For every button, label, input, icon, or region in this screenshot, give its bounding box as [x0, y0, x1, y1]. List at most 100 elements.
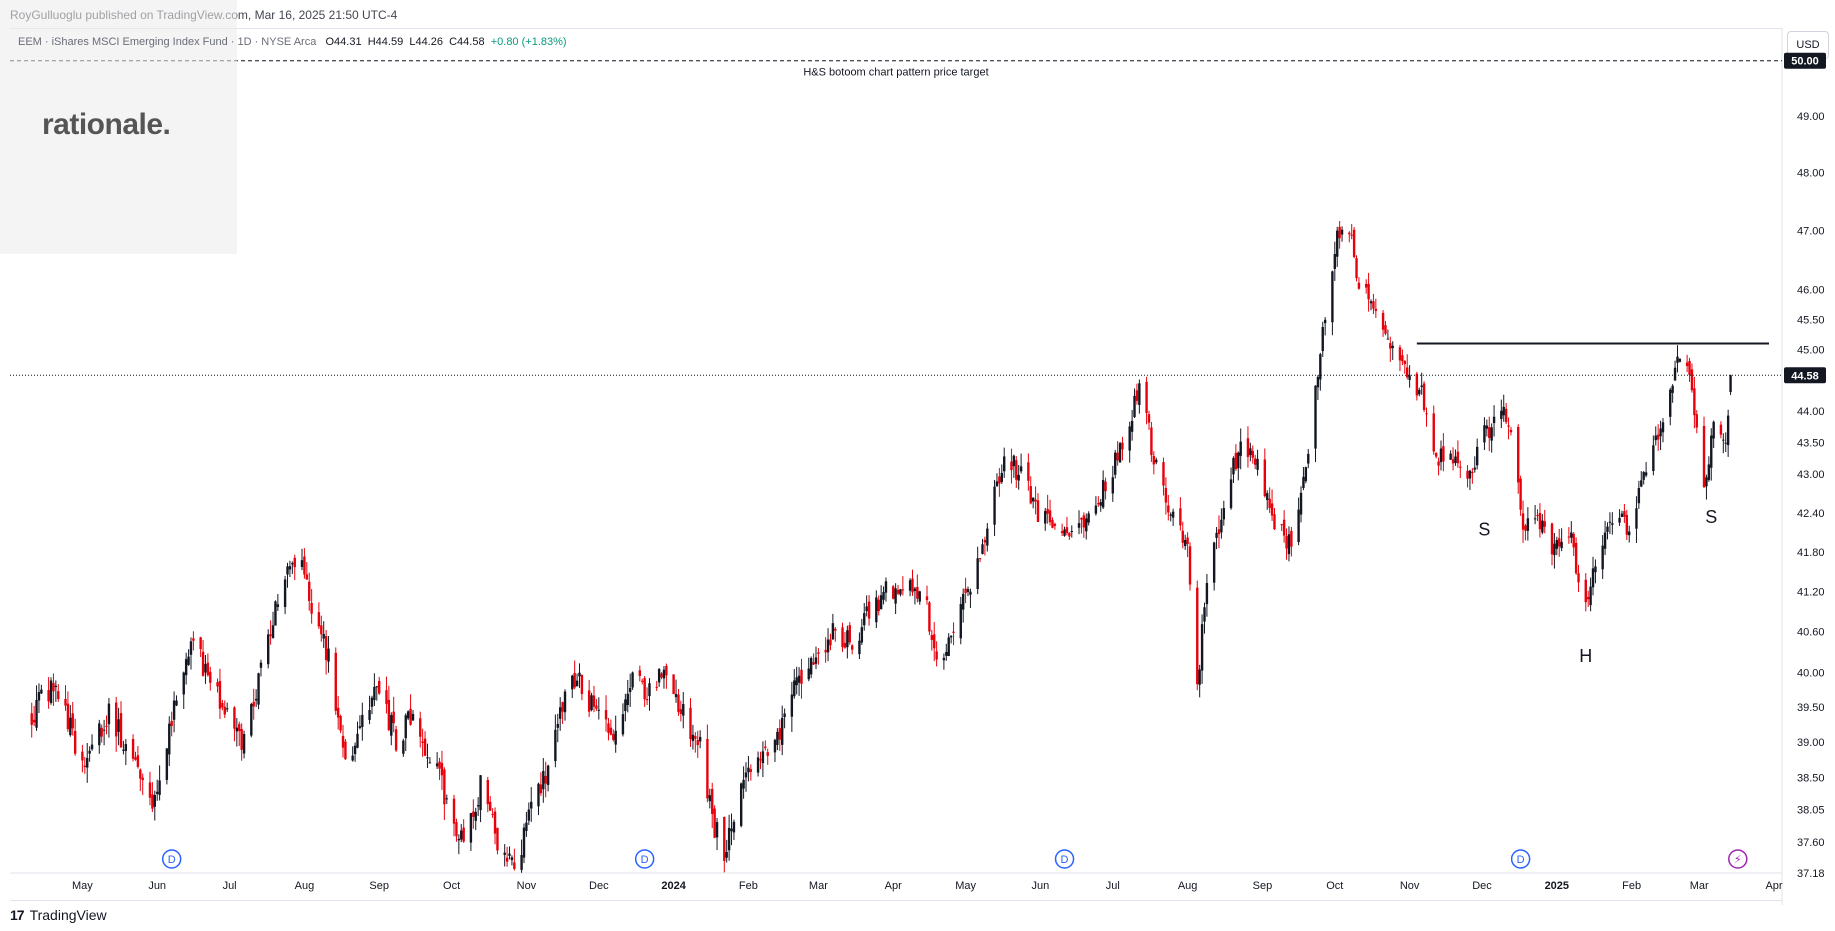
candle-body — [30, 713, 33, 725]
time-axis-tick: Sep — [1253, 880, 1273, 892]
candle-body — [259, 662, 263, 668]
candle-body — [831, 623, 835, 640]
candle-body — [959, 604, 962, 639]
candle-body — [81, 751, 84, 761]
candle-body — [503, 852, 506, 855]
candle-body — [631, 672, 634, 688]
candle-body — [69, 717, 72, 736]
candle-body — [641, 680, 644, 682]
candle-body — [1299, 492, 1303, 515]
candle-body — [334, 652, 337, 711]
candle-body — [797, 675, 801, 683]
candle-body — [1391, 345, 1394, 349]
candle-body — [942, 657, 946, 661]
candle-body — [1183, 539, 1187, 547]
chart-pane[interactable] — [10, 28, 1782, 901]
candle-body — [665, 665, 668, 676]
price-axis-tick: 49.00 — [1797, 111, 1825, 123]
candle-body — [691, 734, 695, 741]
candle-body — [1203, 607, 1206, 622]
time-axis-tick: Mar — [1690, 880, 1709, 892]
candle-body — [71, 713, 74, 729]
candle-body — [1338, 226, 1341, 239]
candle-body — [829, 639, 832, 646]
price-axis-tick: 48.00 — [1797, 168, 1825, 180]
candle-body — [472, 811, 475, 817]
candle-body — [1063, 529, 1066, 536]
candle-body — [850, 645, 854, 650]
candle-body — [626, 693, 629, 706]
candle-body — [419, 718, 422, 737]
candle-body — [679, 709, 683, 714]
candle-body — [1500, 410, 1503, 419]
candle-body — [390, 715, 393, 736]
candle-body — [1606, 526, 1609, 532]
candle-body — [1685, 362, 1689, 366]
candle-body — [604, 710, 608, 720]
price-axis-tick: 40.60 — [1797, 627, 1825, 639]
candle-body — [764, 746, 767, 749]
candle-body — [694, 736, 697, 739]
candle-body — [609, 727, 613, 735]
candle-body — [1456, 451, 1460, 464]
candle-body — [308, 581, 311, 602]
candle-body — [817, 652, 820, 654]
candle-body — [1017, 474, 1020, 481]
candle-body — [1483, 425, 1486, 443]
candle-body — [742, 779, 745, 789]
candle-body — [614, 730, 617, 745]
candle-body — [242, 734, 246, 754]
candle-body — [66, 703, 70, 730]
candle-body — [339, 716, 342, 731]
candle-body — [597, 709, 601, 711]
candle-body — [1572, 533, 1575, 548]
tradingview-footer[interactable]: 17 TradingView — [10, 907, 107, 923]
price-axis-tick: 41.20 — [1797, 586, 1825, 598]
candle-body — [49, 680, 53, 703]
symbol-legend[interactable]: EEM · iShares MSCI Emerging Index Fund ·… — [18, 36, 567, 48]
candle-body — [1323, 319, 1327, 324]
candle-body — [571, 675, 574, 690]
candle-body — [1442, 446, 1445, 462]
candle-body — [327, 648, 330, 662]
candle-body — [305, 574, 309, 580]
candle-body — [1150, 427, 1153, 456]
candle-body — [1603, 532, 1607, 549]
candle-body — [1381, 312, 1385, 330]
candle-body — [1099, 502, 1102, 506]
candle-body — [1215, 532, 1218, 538]
candle-body — [1094, 505, 1098, 514]
candle-body — [546, 765, 550, 785]
price-axis-tick: 37.18 — [1797, 868, 1825, 880]
candle-body — [561, 702, 564, 712]
candle-body — [394, 729, 398, 751]
candle-body — [1635, 508, 1638, 529]
time-axis-tick: May — [72, 880, 93, 892]
candle-body — [689, 707, 692, 740]
candle-body — [119, 713, 123, 748]
candle-body — [378, 680, 381, 694]
time-axis-tick: Aug — [1178, 880, 1198, 892]
candle-body — [995, 481, 999, 487]
candle-body — [860, 627, 864, 643]
price-axis-tick: 45.00 — [1797, 345, 1825, 357]
candle-body — [293, 557, 296, 568]
candle-body — [766, 752, 769, 756]
candle-body — [341, 735, 345, 748]
event-marker-icon — [1728, 849, 1748, 869]
candle-body — [1297, 509, 1300, 543]
candle-body — [1642, 472, 1645, 480]
candle-body — [1200, 624, 1204, 671]
candle-body — [88, 750, 91, 754]
candle-body — [455, 822, 458, 837]
candle-body — [291, 563, 294, 565]
candle-body — [1372, 301, 1375, 309]
candle-body — [1196, 587, 1199, 685]
candle-body — [800, 669, 803, 684]
candle-body — [114, 702, 118, 737]
candle-body — [1333, 254, 1337, 269]
candle-body — [1492, 416, 1496, 424]
candle-body — [1065, 527, 1069, 534]
candle-body — [238, 724, 241, 732]
candle-body — [324, 636, 328, 661]
